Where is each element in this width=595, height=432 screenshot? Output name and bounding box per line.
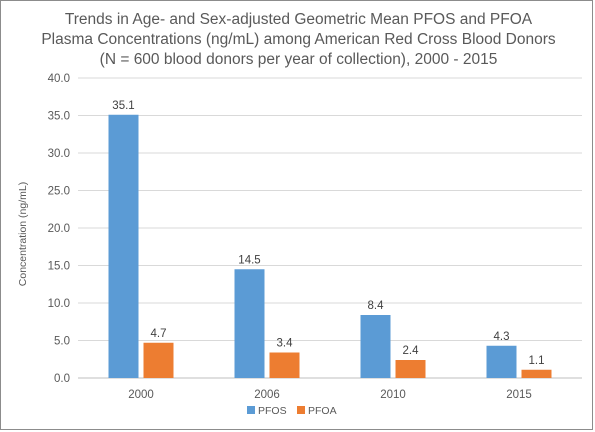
legend-label-pfoa: PFOA [308,405,337,417]
data-label: 4.7 [151,328,167,340]
bar-pfoa-2015 [521,369,552,378]
bar-pfos-2010 [360,315,391,378]
bar-pfoa-2006 [269,352,300,378]
chart-title-line-3: (N = 600 blood donors per year of collec… [99,51,498,68]
x-tick-label: 2010 [380,389,406,401]
y-tick-label: 0.0 [54,373,70,385]
data-label: 4.3 [494,331,510,343]
legend-swatch-pfos [247,406,255,414]
bar-pfoa-2000 [143,342,174,378]
legend-label-pfos: PFOS [258,405,287,417]
bar-pfoa-2010 [395,360,426,378]
y-axis-label: Concentration (ng/mL) [17,182,29,286]
x-tick-label: 2015 [506,389,532,401]
chart-title-line-2: Plasma Concentrations (ng/mL) among Amer… [41,31,556,48]
y-tick-label: 20.0 [48,223,70,235]
y-tick-label: 40.0 [48,73,70,85]
bar-pfos-2015 [486,345,517,378]
y-tick-label: 10.0 [48,298,70,310]
data-label: 1.1 [529,355,545,367]
data-label: 8.4 [368,300,385,312]
y-tick-label: 25.0 [48,186,70,198]
legend-swatch-pfoa [297,406,305,414]
data-label: 14.5 [238,254,260,266]
data-label: 2.4 [403,345,420,357]
y-tick-label: 30.0 [48,148,70,160]
bar-pfos-2000 [108,114,139,378]
y-tick-label: 15.0 [48,261,70,273]
bar-pfos-2006 [234,269,265,378]
chart-title: Trends in Age- and Sex-adjusted Geometri… [1,10,595,70]
data-label: 3.4 [277,338,294,350]
x-tick-label: 2006 [254,389,280,401]
x-tick-label: 2000 [128,389,154,401]
chart-title-line-1: Trends in Age- and Sex-adjusted Geometri… [64,11,533,28]
data-label: 35.1 [112,100,134,112]
y-tick-label: 5.0 [54,336,70,348]
y-tick-label: 35.0 [48,111,70,123]
